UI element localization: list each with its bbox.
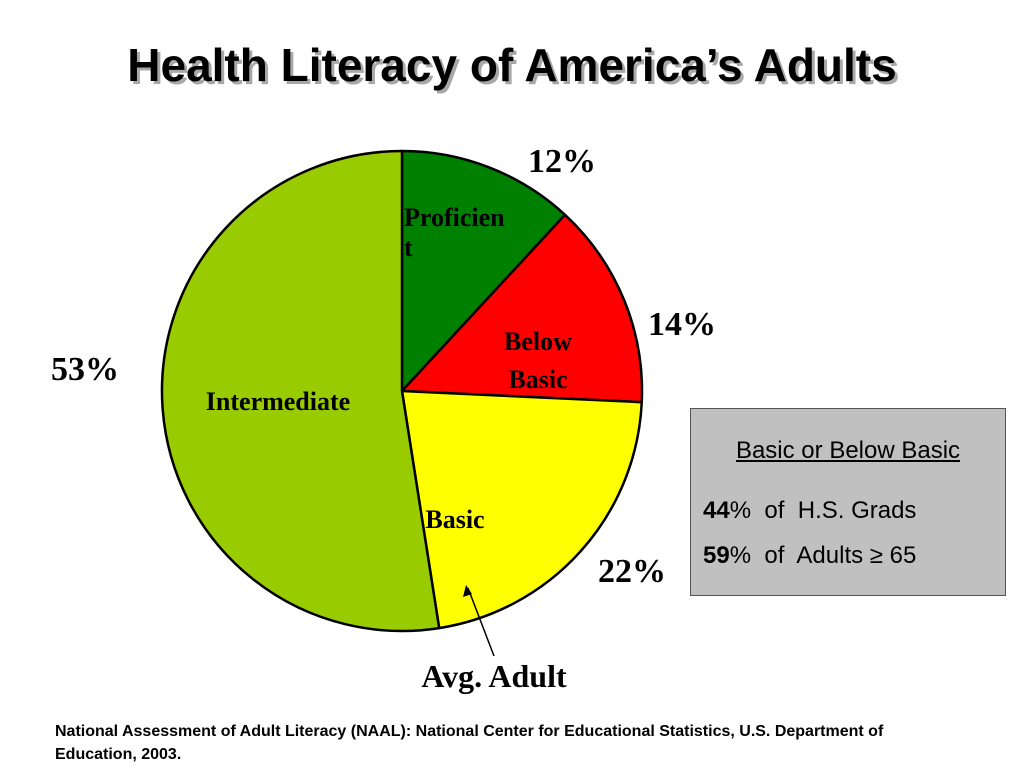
slice-label-proficient: Proficien t xyxy=(404,203,505,262)
pie-slice-proficient xyxy=(400,149,567,393)
source-citation: National Assessment of Adult Literacy (N… xyxy=(55,723,884,763)
avg-adult-label: Avg. Adult xyxy=(421,658,567,694)
info-box: Basic or Below Basic 44% of H.S. Grads 5… xyxy=(690,408,1006,596)
info-text: % of H.S. Grads xyxy=(729,497,917,524)
info-line-hs-grads: 44% of H.S. Grads xyxy=(703,497,916,525)
slice-value-intermediate: 53% xyxy=(51,351,119,388)
info-line-adults-65: 59% of Adults ≥ 65 xyxy=(703,542,916,570)
pie-slice-basic xyxy=(400,389,643,630)
page-title: Health Literacy of America’s Adults xyxy=(127,39,897,91)
info-value: 59 xyxy=(703,542,730,569)
slice-label-intermediate: Intermediate xyxy=(206,387,350,416)
slice-label-basic: Basic xyxy=(425,505,484,534)
pie-slice-below-basic xyxy=(400,213,644,404)
pie-slice-intermediate xyxy=(160,149,441,633)
slice-value-basic: 22% xyxy=(598,553,666,590)
info-text: % of Adults ≥ 65 xyxy=(729,542,917,569)
info-box-heading: Basic or Below Basic xyxy=(735,437,961,464)
avg-adult-arrow xyxy=(467,587,495,657)
slice-value-below-basic: 14% xyxy=(648,306,716,343)
slice-value-proficient: 12% xyxy=(528,143,596,180)
info-value: 44 xyxy=(703,497,730,524)
avg-adult-arrowhead xyxy=(463,585,472,597)
slice-label-below-basic: Below Basic xyxy=(504,327,572,394)
